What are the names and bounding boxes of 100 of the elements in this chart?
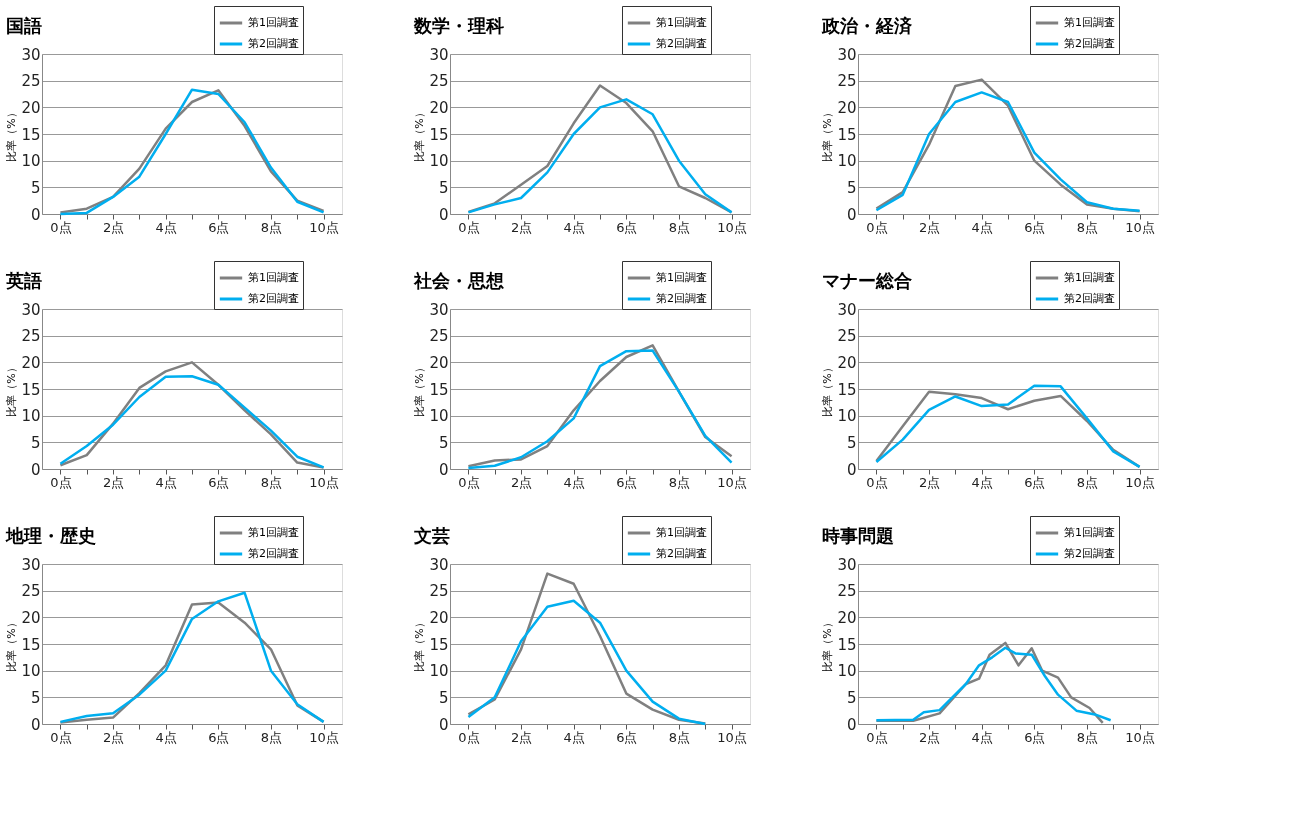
y-tick-label: 30	[21, 555, 41, 574]
y-tick-label: 20	[21, 608, 41, 627]
legend-label: 第1回調査	[656, 526, 707, 539]
y-tick-label: 10	[837, 152, 857, 171]
x-tick-label: 8点	[260, 219, 283, 235]
x-tick-label: 0点	[50, 474, 72, 490]
x-tick-label: 2点	[918, 729, 941, 745]
legend-label: 第2回調査	[248, 37, 299, 50]
y-tick-label: 15	[21, 635, 41, 654]
x-tick-label: 4点	[563, 729, 585, 745]
x-tick-label: 2点	[510, 729, 533, 745]
x-tick-label: 4点	[971, 219, 993, 235]
x-tick-label: 6点	[1024, 474, 1046, 490]
y-tick-label: 10	[837, 662, 857, 681]
x-tick-label: 10点	[717, 219, 747, 235]
x-tick-label: 8点	[1076, 474, 1099, 490]
x-tick-label: 6点	[1024, 219, 1046, 235]
legend-label: 第2回調査	[1064, 547, 1115, 560]
legend-label: 第1回調査	[248, 526, 299, 539]
x-tick-label: 8点	[668, 474, 691, 490]
y-axis-title: 比率（%）	[821, 107, 835, 162]
y-tick-label: 25	[21, 327, 41, 346]
y-tick-label: 5	[30, 688, 41, 707]
y-tick-label: 15	[21, 125, 41, 144]
y-tick-label: 5	[438, 178, 449, 197]
x-tick-label: 6点	[1024, 729, 1046, 745]
y-tick-label: 5	[30, 433, 41, 452]
x-tick-label: 4点	[563, 219, 585, 235]
x-tick-label: 0点	[50, 729, 72, 745]
x-tick-label: 6点	[616, 729, 638, 745]
legend-label: 第2回調査	[1064, 37, 1115, 50]
y-tick-label: 20	[429, 608, 449, 627]
y-tick-label: 30	[837, 45, 857, 64]
y-tick-label: 15	[837, 380, 857, 399]
chart-title: 文芸	[412, 524, 450, 546]
x-tick-label: 0点	[458, 219, 480, 235]
x-tick-label: 10点	[309, 729, 339, 745]
y-tick-label: 0	[846, 205, 857, 224]
chart-title: 国語	[5, 14, 42, 36]
x-tick-label: 2点	[102, 474, 125, 490]
legend-label: 第2回調査	[656, 37, 707, 50]
x-tick-label: 0点	[458, 474, 480, 490]
x-tick-label: 4点	[563, 474, 585, 490]
legend-label: 第2回調査	[248, 292, 299, 305]
y-axis-title: 比率（%）	[5, 362, 19, 417]
x-tick-label: 4点	[155, 474, 177, 490]
y-tick-label: 10	[837, 407, 857, 426]
y-tick-label: 30	[837, 300, 857, 319]
legend-label: 第1回調査	[248, 271, 299, 284]
y-tick-label: 30	[429, 45, 449, 64]
y-axis-title: 比率（%）	[5, 107, 19, 162]
x-tick-label: 10点	[1125, 474, 1155, 490]
x-tick-label: 2点	[102, 219, 125, 235]
y-tick-label: 15	[21, 380, 41, 399]
x-tick-label: 4点	[971, 729, 993, 745]
y-axis-title: 比率（%）	[413, 107, 427, 162]
y-tick-label: 10	[429, 662, 449, 681]
x-tick-label: 6点	[616, 219, 638, 235]
legend-label: 第1回調査	[1064, 526, 1115, 539]
y-tick-label: 0	[438, 715, 449, 734]
x-tick-label: 10点	[717, 729, 747, 745]
x-tick-label: 6点	[616, 474, 638, 490]
y-tick-label: 20	[837, 353, 857, 372]
y-tick-label: 15	[429, 125, 449, 144]
y-tick-label: 0	[438, 460, 449, 479]
legend-label: 第2回調査	[656, 292, 707, 305]
x-tick-label: 10点	[1125, 219, 1155, 235]
y-axis-title: 比率（%）	[413, 362, 427, 417]
y-tick-label: 0	[846, 715, 857, 734]
y-tick-label: 25	[429, 72, 449, 91]
x-tick-label: 4点	[971, 474, 993, 490]
y-tick-label: 25	[837, 582, 857, 601]
y-tick-label: 10	[21, 407, 41, 426]
y-axis-title: 比率（%）	[413, 617, 427, 672]
y-tick-label: 5	[846, 178, 857, 197]
y-tick-label: 25	[429, 582, 449, 601]
legend-label: 第2回調査	[656, 547, 707, 560]
y-tick-label: 25	[21, 582, 41, 601]
y-axis-title: 比率（%）	[821, 617, 835, 672]
legend-label: 第1回調査	[1064, 16, 1115, 29]
legend-label: 第1回調査	[248, 16, 299, 29]
x-tick-label: 4点	[155, 219, 177, 235]
y-tick-label: 25	[21, 72, 41, 91]
y-tick-label: 30	[429, 300, 449, 319]
y-tick-label: 20	[837, 98, 857, 117]
y-tick-label: 20	[429, 353, 449, 372]
y-tick-label: 30	[21, 45, 41, 64]
chart-title: 時事問題	[821, 524, 894, 546]
y-tick-label: 5	[846, 688, 857, 707]
legend-label: 第2回調査	[248, 547, 299, 560]
chart-title: マナー総合	[821, 269, 912, 291]
y-tick-label: 30	[429, 555, 449, 574]
x-tick-label: 0点	[866, 474, 888, 490]
x-tick-label: 8点	[668, 729, 691, 745]
x-tick-label: 10点	[717, 474, 747, 490]
y-tick-label: 10	[21, 662, 41, 681]
y-tick-label: 15	[429, 635, 449, 654]
y-tick-label: 5	[438, 433, 449, 452]
y-tick-label: 15	[429, 380, 449, 399]
y-tick-label: 15	[837, 125, 857, 144]
